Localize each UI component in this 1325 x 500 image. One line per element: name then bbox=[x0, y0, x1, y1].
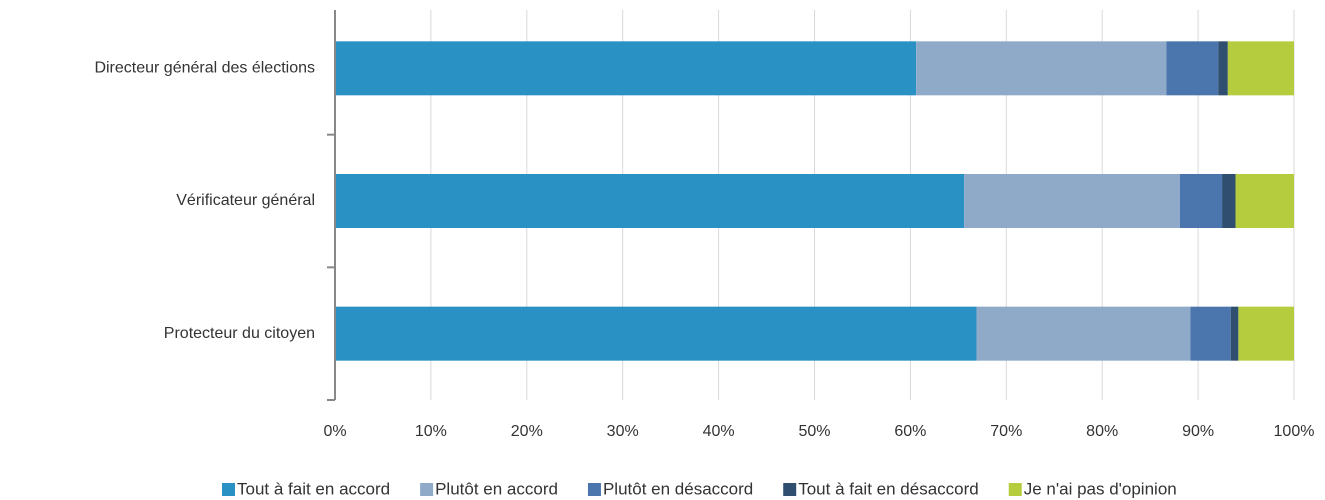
legend-swatch bbox=[420, 483, 434, 496]
y-tick-label: Vérificateur général bbox=[176, 192, 315, 209]
legend-label: Je n'ai pas d'opinion bbox=[1024, 479, 1177, 498]
legend-label: Tout à fait en désaccord bbox=[798, 479, 979, 498]
bar-segment bbox=[335, 174, 965, 228]
legend-swatch bbox=[222, 483, 235, 496]
bar-segment bbox=[1238, 306, 1294, 361]
x-tick-label: 30% bbox=[607, 423, 639, 440]
bar-segment bbox=[335, 306, 977, 361]
legend-label: Tout à fait en accord bbox=[237, 479, 390, 498]
x-tick-label: 50% bbox=[798, 423, 830, 440]
bar-segment bbox=[964, 174, 1180, 228]
y-tick-label: Directeur général des élections bbox=[94, 60, 315, 77]
legend-label: Plutôt en désaccord bbox=[603, 479, 753, 498]
x-tick-label: 40% bbox=[703, 423, 735, 440]
x-tick-label: 80% bbox=[1086, 423, 1118, 440]
x-tick-label: 70% bbox=[990, 423, 1022, 440]
y-tick-label: Protecteur du citoyen bbox=[164, 325, 315, 342]
x-tick-label: 20% bbox=[511, 423, 543, 440]
legend-label: Plutôt en accord bbox=[435, 479, 558, 498]
x-tick-label: 90% bbox=[1182, 423, 1214, 440]
bar-segment bbox=[335, 41, 917, 96]
bar-segment bbox=[1227, 41, 1294, 96]
legend-swatch bbox=[587, 483, 601, 496]
legend-swatch bbox=[783, 483, 797, 496]
bar-segment bbox=[1230, 306, 1239, 361]
x-tick-label: 60% bbox=[894, 423, 926, 440]
bar-segment bbox=[976, 306, 1191, 361]
bar-segment bbox=[1179, 174, 1223, 228]
bar-segment bbox=[1222, 174, 1236, 228]
bar-segment bbox=[1218, 41, 1228, 96]
bar-segment bbox=[916, 41, 1167, 96]
bar-segment bbox=[1190, 306, 1231, 361]
bar-segment bbox=[1235, 174, 1294, 228]
x-tick-label: 0% bbox=[323, 423, 346, 440]
x-tick-label: 100% bbox=[1274, 423, 1315, 440]
x-tick-label: 10% bbox=[415, 423, 447, 440]
bar-segment bbox=[1166, 41, 1219, 96]
legend-swatch bbox=[1008, 483, 1022, 496]
